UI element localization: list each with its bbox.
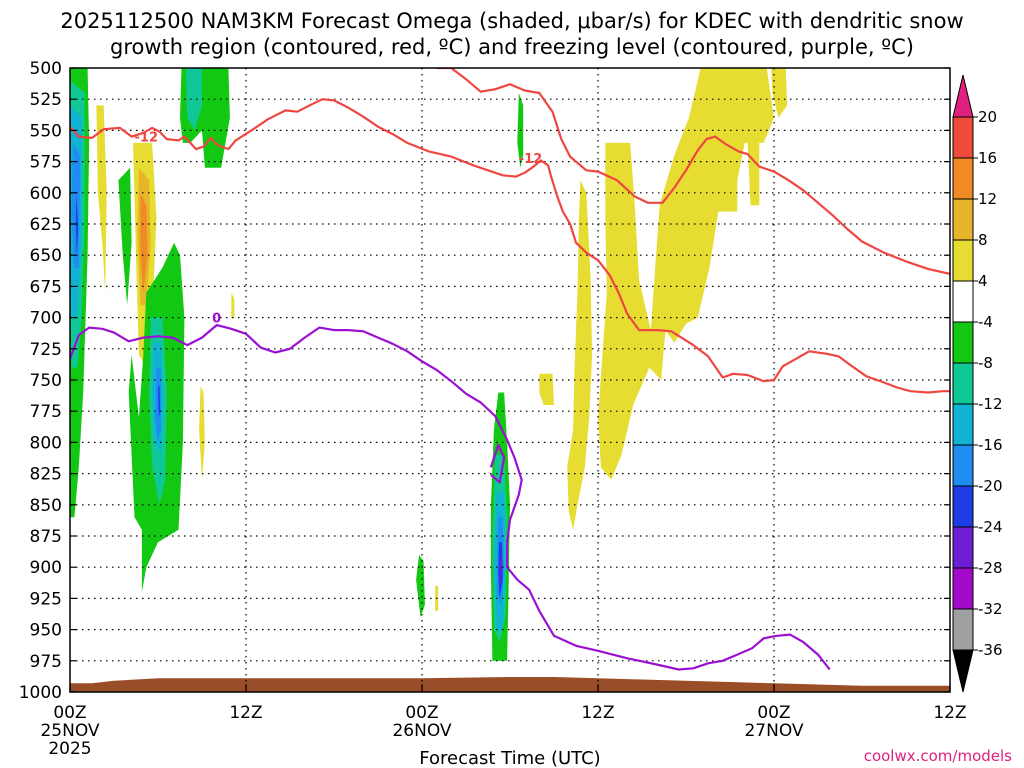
freezing-0C-line-0	[70, 324, 831, 671]
omega-region-5	[96, 105, 107, 293]
colorbar-label-11: -28	[978, 559, 1003, 577]
colorbar-label-5: -4	[978, 313, 993, 331]
colorbar-bin-1	[952, 116, 974, 159]
x-tick-date-0: 25NOV	[40, 721, 99, 741]
colorbar-label-12: -32	[978, 600, 1003, 618]
colorbar-bin-8	[952, 403, 974, 446]
y-tick-label-975: 975	[30, 652, 62, 672]
x-axis-label: Forecast Time (UTC)	[419, 748, 600, 768]
y-tick-label-650: 650	[30, 246, 62, 266]
omega-region-26	[499, 554, 502, 586]
y-tick-label-525: 525	[30, 90, 62, 110]
x-tick-date-4: 27NOV	[744, 721, 803, 741]
y-tick-label-700: 700	[30, 309, 62, 329]
y-tick-label-800: 800	[30, 433, 62, 453]
y-axis-ticks: 500 525 550 575 600 625 650 675 700 725 750 775 800 8…	[19, 59, 950, 703]
y-tick-label-825: 825	[30, 465, 62, 485]
colorbar-bin-11	[952, 526, 974, 569]
colorbar-label-10: -24	[978, 518, 1003, 536]
dendritic-12C-line-1	[436, 68, 950, 275]
omega-region-29	[567, 180, 593, 530]
y-tick-label-575: 575	[30, 153, 62, 173]
omega-region-32	[771, 68, 788, 118]
colorbar-label-2: 12	[978, 190, 997, 208]
y-tick-label-950: 950	[30, 621, 62, 641]
omega-region-14	[158, 386, 161, 418]
credit-text: coolwx.com/models	[864, 747, 1012, 765]
colorbar-bin-7	[952, 362, 974, 405]
x-tick-year-0: 2025	[48, 739, 91, 759]
chart-title-line2: growth region (contoured, red, ºC) and f…	[110, 35, 914, 59]
colorbar-label-7: -12	[978, 395, 1003, 413]
grid	[70, 68, 950, 692]
omega-region-19	[416, 554, 425, 618]
ground-layer	[70, 677, 950, 692]
x-tick-label-5: 12Z	[933, 703, 966, 723]
ground-fill	[70, 677, 950, 692]
omega-shading	[70, 68, 788, 661]
colorbar-bin-13	[952, 608, 974, 651]
x-tick-date-2: 26NOV	[392, 721, 451, 741]
colorbar-bin-9	[952, 444, 974, 487]
freezing-0C-label-0: 0	[212, 312, 221, 327]
omega-region-3	[71, 142, 81, 268]
colorbar-top-triangle	[952, 74, 974, 118]
y-tick-label-500: 500	[30, 59, 62, 79]
x-tick-label-2: 00Z	[405, 703, 438, 723]
y-tick-label-675: 675	[30, 277, 62, 297]
y-tick-label-775: 775	[30, 402, 62, 422]
x-tick-label-3: 12Z	[581, 703, 614, 723]
colorbar-label-13: -36	[978, 641, 1003, 659]
colorbar-bin-2	[952, 157, 974, 200]
omega-region-6	[118, 167, 132, 306]
omega-region-18	[231, 292, 235, 318]
omega-region-9	[140, 192, 148, 293]
colorbar-bin-4	[952, 239, 974, 282]
y-tick-label-925: 925	[30, 589, 62, 609]
y-tick-label-600: 600	[30, 184, 62, 204]
contour-labels: -12 -12 0	[135, 131, 543, 327]
colorbar-bin-3	[952, 198, 974, 241]
colorbar-bin-12	[952, 567, 974, 610]
dendritic-12C-label-1: -12	[519, 152, 543, 167]
y-tick-label-1000: 1000	[19, 683, 62, 703]
colorbar-bin-6	[952, 321, 974, 364]
y-tick-label-750: 750	[30, 371, 62, 391]
contour-lines	[70, 68, 950, 671]
x-tick-label-0: 00Z	[53, 703, 86, 723]
x-tick-label-4: 00Z	[757, 703, 790, 723]
dendritic-12C-label-0: -12	[135, 131, 159, 146]
x-tick-label-1: 12Z	[229, 703, 262, 723]
colorbar-label-1: 16	[978, 149, 997, 167]
omega-region-16	[185, 68, 202, 131]
colorbar-label-3: 8	[978, 231, 988, 249]
y-tick-label-725: 725	[30, 340, 62, 360]
colorbar-bin-10	[952, 485, 974, 528]
y-tick-label-550: 550	[30, 121, 62, 141]
colorbar-bottom-triangle	[952, 649, 974, 693]
colorbar-bin-5	[952, 280, 974, 323]
chart-title-line1: 2025112500 NAM3KM Forecast Omega (shaded…	[60, 9, 963, 33]
y-tick-label-850: 850	[30, 496, 62, 516]
colorbar-label-6: -8	[978, 354, 993, 372]
y-tick-label-900: 900	[30, 558, 62, 578]
freezing-0C-line-1	[489, 443, 506, 484]
omega-region-28	[539, 373, 554, 405]
omega-region-30	[598, 68, 774, 480]
colorbar: 20 16 12 8 4 -4 -8 -12 -16 -20 -24 -28 -32 -36	[952, 74, 1003, 693]
colorbar-label-9: -20	[978, 477, 1003, 495]
colorbar-label-0: 20	[978, 108, 997, 126]
colorbar-label-4: 4	[978, 272, 988, 290]
y-tick-label-875: 875	[30, 527, 62, 547]
omega-region-17	[199, 386, 205, 480]
colorbar-label-8: -16	[978, 436, 1003, 454]
dendritic-12C-line-0	[70, 98, 950, 394]
y-tick-label-625: 625	[30, 215, 62, 235]
